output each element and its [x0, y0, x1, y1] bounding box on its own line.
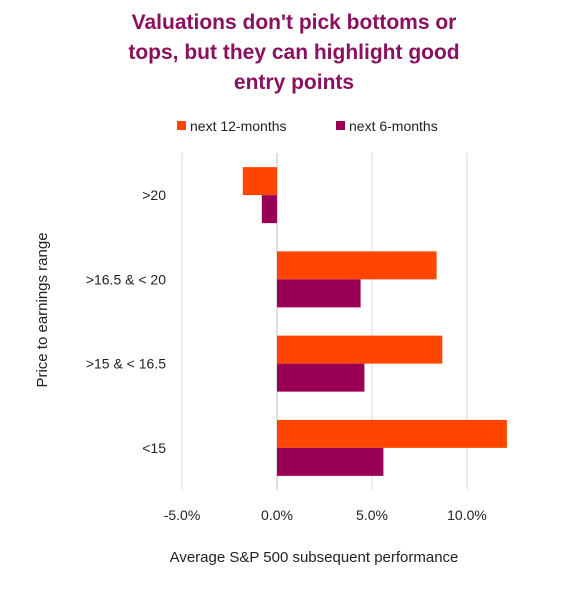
bar-6-months: [261, 195, 277, 224]
bar-6-months: [277, 279, 361, 308]
bar-6-months: [277, 363, 365, 392]
bar-6-months: [277, 447, 384, 476]
x-tick-label: 5.0%: [356, 507, 388, 523]
bar-12-months: [277, 251, 437, 280]
bar-12-months: [242, 167, 277, 196]
x-tick-label: -5.0%: [164, 507, 201, 523]
y-axis-label: Price to earnings range: [34, 232, 51, 387]
category-label: >16.5 & < 20: [86, 271, 166, 287]
x-tick-labels: -5.0% 0.0% 5.0% 10.0%: [164, 507, 487, 523]
x-axis-label: Average S&P 500 subsequent performance: [170, 549, 459, 566]
legend-swatch-12-months: [177, 121, 186, 130]
category-labels: >20 >16.5 & < 20 >15 & < 16.5 <15: [86, 187, 166, 456]
category-label: <15: [142, 440, 166, 456]
legend-swatch-6-months: [336, 121, 345, 130]
chart-title-line-2: tops, but they can highlight good: [128, 41, 460, 64]
x-tick-label: 10.0%: [447, 507, 487, 523]
legend-label-12-months: next 12-months: [190, 118, 287, 134]
chart-title-line-1: Valuations don't pick bottoms or: [131, 11, 457, 34]
legend: next 12-months next 6-months: [177, 118, 438, 134]
bars: [242, 167, 507, 476]
chart-title-line-3: entry points: [233, 71, 355, 94]
chart-title: Valuations don't pick bottoms or tops, b…: [0, 8, 588, 98]
x-tick-label: 0.0%: [261, 507, 293, 523]
legend-label-6-months: next 6-months: [349, 118, 438, 134]
bar-12-months: [277, 419, 507, 448]
category-label: >20: [142, 187, 166, 203]
category-label: >15 & < 16.5: [86, 356, 166, 372]
bar-12-months: [277, 335, 443, 364]
